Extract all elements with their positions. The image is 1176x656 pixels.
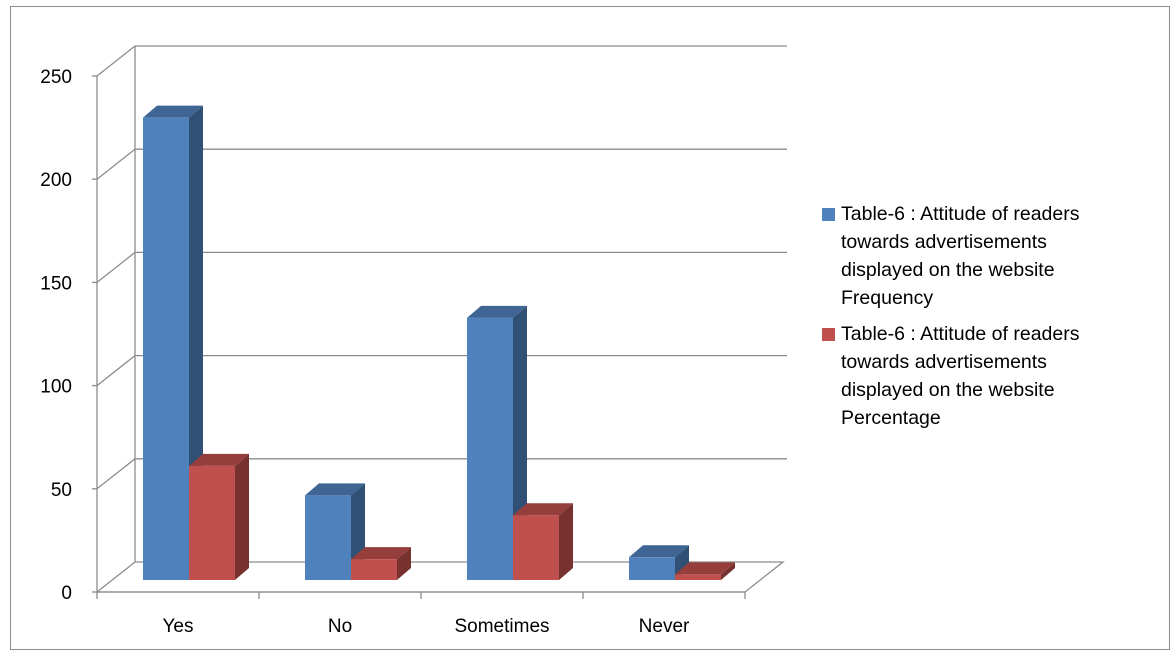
y-tick-label: 100 (40, 377, 72, 398)
y-tick-label: 200 (40, 170, 72, 191)
x-category-label: No (328, 616, 352, 637)
bar-top-never-percentage (675, 562, 735, 575)
bar-never-frequency (629, 557, 675, 580)
bar-no-frequency (305, 495, 351, 580)
bar-yes-frequency (143, 117, 189, 580)
y-tick-label: 50 (51, 480, 72, 501)
bar-sometimes-frequency (467, 317, 513, 580)
y-tick-label: 150 (40, 273, 72, 294)
wall-gridline (96, 251, 136, 283)
legend-item-percentage: Table-6 : Attitude of readers towards ad… (822, 320, 1172, 432)
bar-side-yes-percentage (235, 453, 249, 580)
bar-top-never-frequency (629, 545, 689, 558)
bar-top-no-frequency (305, 483, 365, 496)
bar-no-percentage (351, 559, 397, 580)
legend-swatch-frequency (822, 208, 835, 221)
bar-yes-percentage (189, 465, 235, 580)
legend-item-frequency: Table-6 : Attitude of readers towards ad… (822, 200, 1172, 312)
bar-top-sometimes-frequency (467, 305, 527, 318)
bar-top-yes-percentage (189, 453, 249, 466)
bar-side-never-frequency (675, 545, 689, 580)
wall-gridline (96, 355, 136, 387)
bar-side-sometimes-percentage (559, 503, 573, 580)
legend-label-percentage: Table-6 : Attitude of readers towards ad… (841, 323, 1080, 429)
wall-gridline (96, 45, 136, 77)
bar-side-no-percentage (397, 547, 411, 580)
bar-sometimes-percentage (513, 515, 559, 580)
wall-gridline (96, 148, 136, 180)
wall-gridline (96, 458, 136, 490)
bar-never-percentage (675, 574, 721, 580)
legend-label-frequency: Table-6 : Attitude of readers towards ad… (841, 203, 1080, 309)
x-category-label: Never (639, 616, 690, 637)
x-category-label: Yes (163, 616, 194, 637)
y-tick-label: 250 (40, 67, 72, 88)
legend-swatch-percentage (822, 328, 835, 341)
bar-top-no-percentage (351, 547, 411, 560)
x-category-label: Sometimes (454, 616, 549, 637)
bar-top-yes-frequency (143, 105, 203, 118)
y-tick-label: 0 (61, 583, 72, 604)
legend: Table-6 : Attitude of readers towards ad… (822, 200, 1172, 440)
bar-side-never-percentage (721, 562, 735, 580)
bar-top-sometimes-percentage (513, 503, 573, 516)
